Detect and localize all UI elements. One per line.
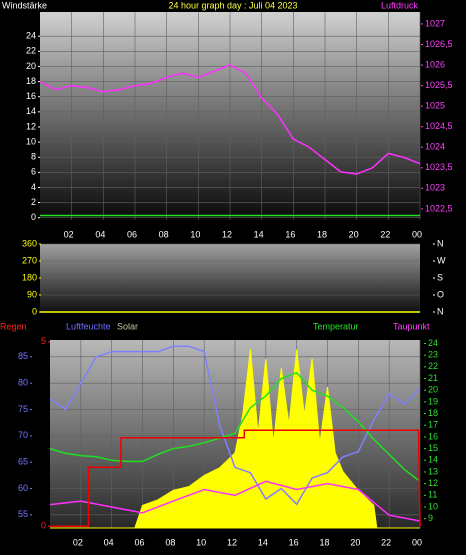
- y-tick-label: 1025,5: [425, 80, 453, 90]
- y-tick-label: 16: [428, 431, 438, 441]
- x-tick-label: 00: [412, 229, 422, 239]
- x-tick-label: 04: [95, 229, 105, 239]
- y-tick-label: 8: [31, 152, 36, 162]
- y-tick-label: 24: [428, 338, 438, 348]
- line: [50, 429, 421, 527]
- x-tick-label: 08: [165, 537, 175, 547]
- series-label: Solar: [117, 321, 138, 331]
- y-tick-label: 1026: [425, 59, 445, 69]
- series-label: Taupunkt: [393, 321, 430, 331]
- x-tick-label: 04: [104, 537, 114, 547]
- x-tick-label: 20: [349, 229, 359, 239]
- y-tick-label: 55: [18, 509, 28, 519]
- series-label: Temperatur: [313, 321, 359, 331]
- y-tick-label: 9: [428, 513, 433, 523]
- x-tick-label: 10: [196, 537, 206, 547]
- y-tick-label: 22: [428, 361, 438, 371]
- y-tick-label: 75: [18, 404, 28, 414]
- line: [39, 64, 421, 175]
- y-tick-label: 90: [27, 289, 37, 299]
- x-tick-label: 10: [190, 229, 200, 239]
- y-tick-label: 18: [428, 408, 438, 418]
- line: [49, 371, 421, 482]
- x-tick-label: 06: [127, 229, 137, 239]
- y-tick-label: 1027: [425, 18, 445, 28]
- x-tick-label: 08: [159, 229, 169, 239]
- y-tick-label: O: [437, 289, 444, 299]
- y-tick-label: 11: [428, 490, 437, 500]
- y-tick-label: 0: [31, 212, 36, 222]
- x-tick-label: 00: [412, 537, 422, 547]
- y-tick-label: 0: [41, 521, 46, 531]
- x-tick-label: 20: [350, 537, 360, 547]
- series-label: Windstärke: [2, 0, 47, 10]
- x-tick-label: 02: [64, 229, 74, 239]
- y-tick-label: 80: [18, 378, 28, 388]
- y-tick-label: 1022,5: [425, 203, 453, 213]
- y-tick-label: N: [437, 238, 444, 248]
- y-tick-label: 20: [428, 385, 438, 395]
- line: [49, 345, 421, 506]
- y-tick-label: 85: [18, 351, 28, 361]
- y-tick-label: 5: [41, 336, 46, 346]
- y-tick-label: 18: [26, 76, 36, 86]
- x-tick-label: 16: [285, 229, 295, 239]
- y-tick-label: 21: [428, 373, 438, 383]
- x-tick-label: 14: [254, 229, 264, 239]
- y-tick-label: 10: [428, 501, 438, 511]
- x-tick-label: 12: [227, 537, 237, 547]
- y-tick-label: 1024,5: [425, 121, 453, 131]
- y-tick-label: 16: [26, 91, 36, 101]
- y-tick-label: 270: [22, 255, 37, 265]
- y-tick-label: 15: [428, 443, 438, 453]
- y-tick-label: 13: [428, 466, 438, 476]
- y-tick-label: S: [437, 272, 443, 282]
- y-tick-label: 24: [26, 31, 36, 41]
- y-tick-label: 22: [26, 46, 36, 56]
- y-tick-label: 14: [26, 106, 36, 116]
- y-tick-label: 360: [22, 238, 37, 248]
- chart-title: 24 hour graph day : Juli 04 2023: [168, 0, 297, 10]
- series-label: Regen: [0, 321, 27, 331]
- y-tick-label: 1023,5: [425, 162, 453, 172]
- x-tick-label: 14: [258, 537, 268, 547]
- y-tick-label: 2: [31, 197, 36, 207]
- y-tick-label: 70: [18, 430, 28, 440]
- series-label: Luftdruck: [381, 0, 419, 10]
- x-tick-label: 02: [73, 537, 83, 547]
- series-label: Luftfeuchte: [66, 321, 111, 331]
- y-tick-label: 60: [18, 483, 28, 493]
- x-tick-label: 12: [222, 229, 232, 239]
- y-tick-label: 14: [428, 455, 438, 465]
- y-tick-label: 1025: [425, 101, 445, 111]
- y-tick-label: 180: [22, 272, 37, 282]
- y-tick-label: 12: [428, 478, 438, 488]
- y-tick-label: 1024: [425, 142, 445, 152]
- y-tick-label: N: [437, 306, 444, 316]
- y-tick-label: W: [437, 255, 446, 265]
- x-tick-label: 22: [380, 229, 390, 239]
- x-tick-label: 18: [317, 229, 327, 239]
- y-tick-label: 17: [428, 420, 438, 430]
- y-tick-label: 4: [31, 182, 36, 192]
- x-tick-label: 18: [319, 537, 329, 547]
- y-tick-label: 0: [32, 306, 37, 316]
- y-tick-label: 65: [18, 457, 28, 467]
- x-tick-label: 22: [381, 537, 391, 547]
- y-tick-label: 1026,5: [425, 39, 453, 49]
- y-tick-label: 10: [26, 136, 36, 146]
- y-tick-label: 6: [31, 167, 36, 177]
- y-tick-label: 1023: [425, 183, 445, 193]
- y-tick-label: 19: [428, 396, 438, 406]
- x-tick-label: 06: [134, 537, 144, 547]
- y-tick-label: 20: [26, 61, 36, 71]
- y-tick-label: 12: [26, 121, 36, 131]
- line: [49, 480, 421, 522]
- x-tick-label: 16: [289, 537, 299, 547]
- y-tick-label: 23: [428, 350, 438, 360]
